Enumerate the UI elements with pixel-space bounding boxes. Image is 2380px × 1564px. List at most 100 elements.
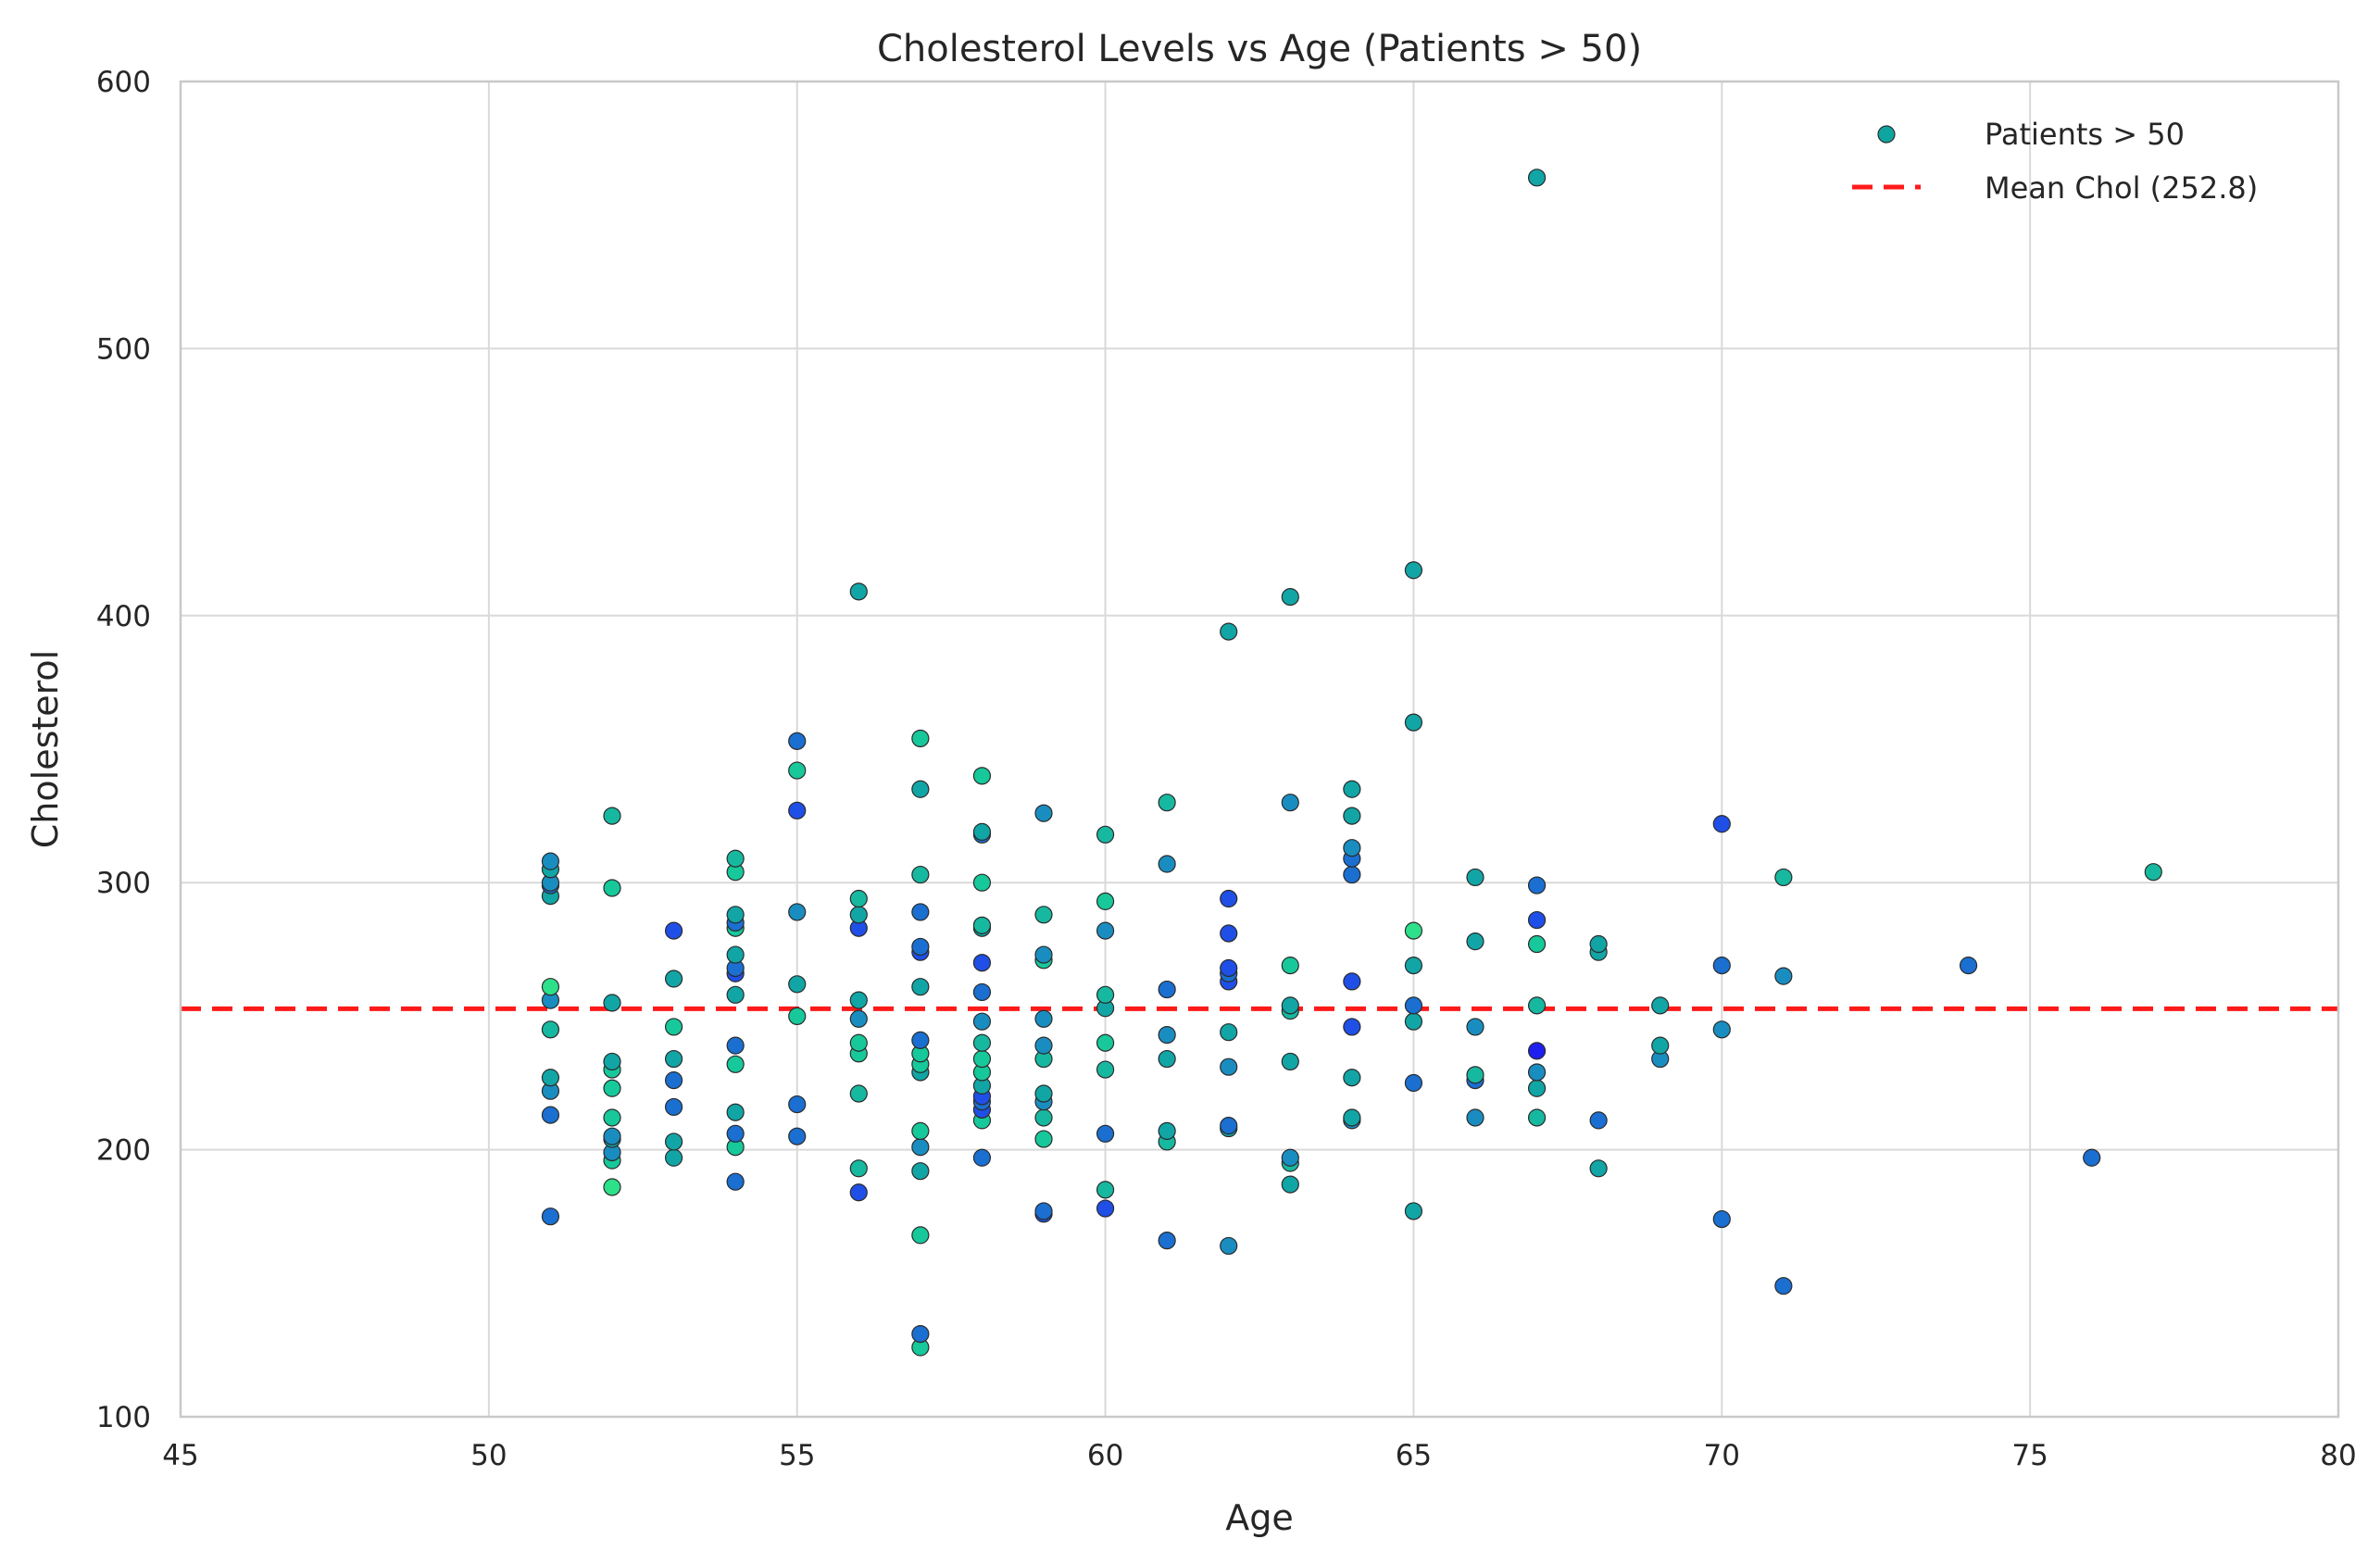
data-point (788, 975, 807, 994)
data-point (1651, 996, 1670, 1015)
data-point (1527, 910, 1547, 930)
data-point (1220, 1117, 1238, 1135)
data-point (726, 1036, 745, 1055)
y-tick-label: 200 (96, 1134, 151, 1168)
data-point (2144, 863, 2162, 882)
data-point (1404, 713, 1423, 732)
x-tick-label: 70 (1704, 1439, 1740, 1472)
data-point (972, 822, 992, 842)
data-point (788, 1007, 807, 1026)
data-point (972, 982, 992, 1002)
data-point (603, 1052, 621, 1071)
data-point (1527, 1079, 1547, 1097)
data-point (972, 873, 992, 892)
data-point (911, 1031, 930, 1049)
data-point (972, 1033, 992, 1052)
x-axis-label: Age (1225, 1497, 1294, 1538)
data-point (788, 801, 807, 820)
data-point (1712, 815, 1731, 833)
data-point (1034, 906, 1053, 924)
data-point (1096, 921, 1115, 940)
data-point (1158, 980, 1176, 999)
data-point (1343, 1069, 1361, 1087)
data-point (1712, 1209, 1731, 1229)
data-point (911, 1138, 930, 1157)
data-point (1281, 957, 1299, 975)
data-point (1527, 934, 1547, 954)
x-tick-label: 75 (2011, 1439, 2048, 1472)
data-point (2083, 1148, 2101, 1167)
data-point (1589, 934, 1608, 954)
data-point (1774, 868, 1793, 887)
data-point (1466, 932, 1484, 951)
data-point (541, 1069, 560, 1087)
data-point (1281, 1175, 1299, 1194)
data-points (541, 169, 2162, 1357)
data-point (541, 1020, 560, 1039)
data-point (664, 921, 683, 940)
data-point (1096, 1124, 1115, 1143)
data-point (849, 1009, 868, 1028)
data-point (1466, 1108, 1484, 1127)
data-point (911, 978, 930, 996)
data-point (972, 767, 992, 785)
data-point (1343, 780, 1361, 798)
data-point (1466, 868, 1484, 887)
data-point (1466, 1066, 1484, 1084)
data-point (849, 582, 868, 601)
data-point (849, 991, 868, 1009)
data-point (911, 1324, 930, 1344)
data-point (1712, 1020, 1731, 1039)
data-point (541, 978, 560, 996)
data-point (1404, 561, 1423, 580)
data-point (726, 906, 745, 924)
data-point (1527, 876, 1547, 895)
data-point (849, 889, 868, 908)
data-point (664, 1018, 683, 1036)
data-point (1220, 924, 1238, 943)
data-point (1774, 967, 1793, 985)
data-point (664, 1148, 683, 1167)
data-point (1527, 169, 1547, 187)
data-point (1034, 945, 1053, 964)
data-point (1034, 1036, 1053, 1055)
data-point (788, 761, 807, 780)
y-tick-label: 400 (96, 600, 151, 633)
data-point (1343, 1108, 1361, 1127)
x-tick-label: 55 (779, 1439, 815, 1472)
data-point (1343, 1018, 1361, 1036)
data-point (1158, 1025, 1176, 1045)
data-point (603, 1127, 621, 1145)
legend-label-mean: Mean Chol (252.8) (1985, 170, 2258, 206)
data-point (1959, 957, 1978, 975)
data-point (972, 954, 992, 972)
y-tick-label: 300 (96, 867, 151, 900)
data-point (911, 1162, 930, 1181)
data-point (1404, 921, 1423, 940)
data-point (1220, 1057, 1238, 1076)
data-point (788, 732, 807, 750)
data-point (1527, 1042, 1547, 1060)
data-point (1281, 1052, 1299, 1071)
legend-marker-patients (1877, 125, 1896, 144)
data-point (911, 780, 930, 798)
data-point (1281, 996, 1299, 1015)
data-point (911, 865, 930, 884)
data-point (603, 879, 621, 897)
data-point (1404, 957, 1423, 975)
data-point (1589, 1159, 1608, 1178)
data-point (911, 1121, 930, 1141)
data-point (1404, 1202, 1423, 1220)
data-point (911, 729, 930, 748)
data-point (1096, 985, 1115, 1004)
y-tick-label: 100 (96, 1401, 151, 1434)
data-point (1712, 957, 1731, 975)
data-point (849, 1084, 868, 1103)
data-point (1343, 865, 1361, 884)
data-point (1343, 839, 1361, 857)
data-point (1281, 1148, 1299, 1167)
data-point (849, 1033, 868, 1052)
x-tick-label: 60 (1087, 1439, 1123, 1472)
data-point (1096, 1199, 1115, 1218)
legend-label-patients: Patients > 50 (1985, 117, 2185, 152)
